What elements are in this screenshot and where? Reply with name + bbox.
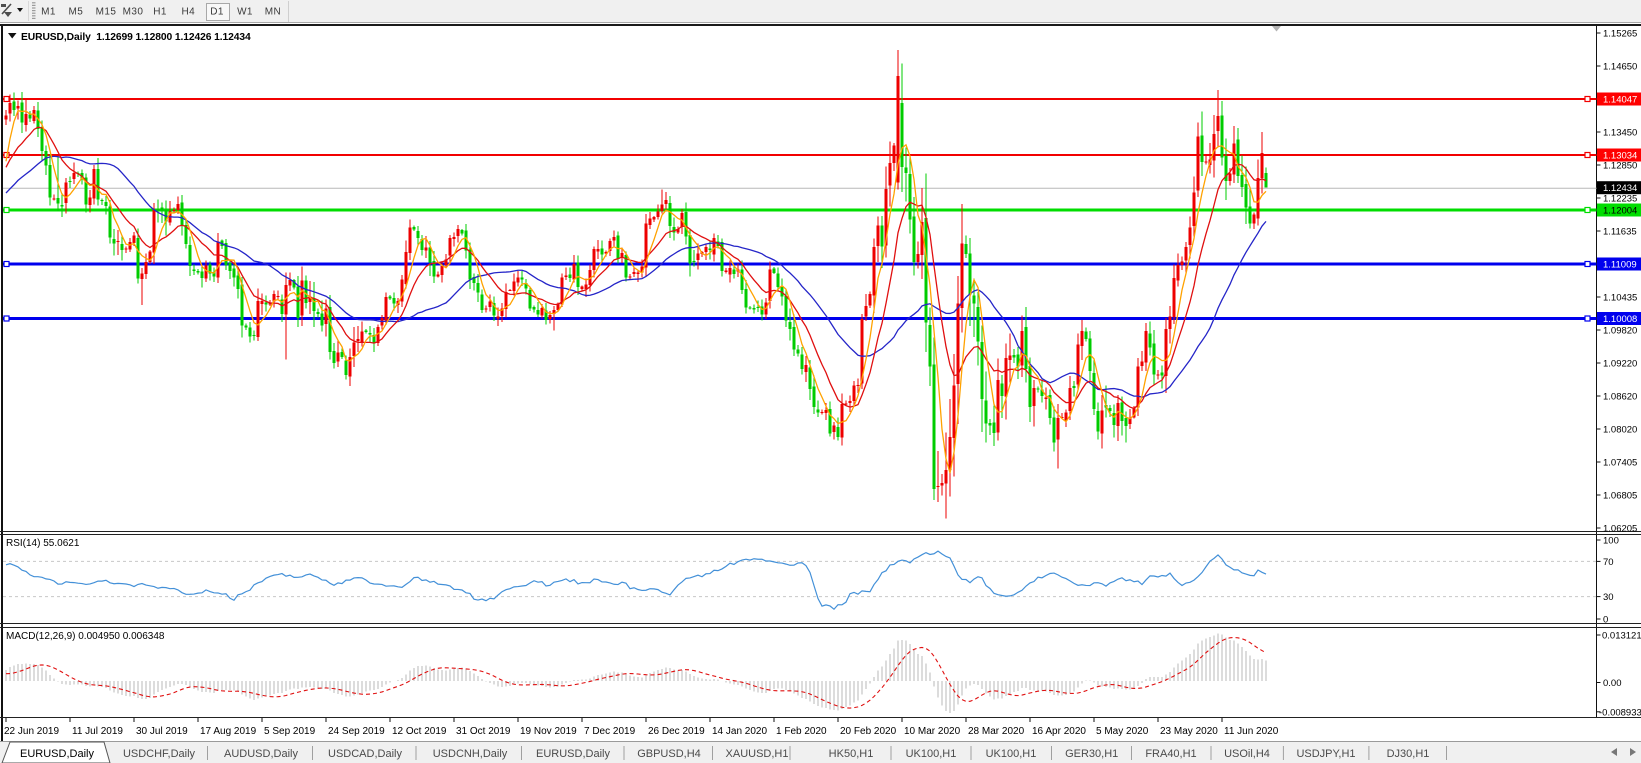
svg-text:EURUSD,Daily: EURUSD,Daily [20, 748, 94, 760]
svg-text:19 Nov 2019: 19 Nov 2019 [520, 726, 577, 737]
svg-text:0: 0 [1603, 615, 1608, 626]
svg-text:1.06205: 1.06205 [1603, 524, 1637, 535]
svg-text:16 Apr 2020: 16 Apr 2020 [1032, 726, 1086, 737]
svg-text:14 Jan 2020: 14 Jan 2020 [712, 726, 767, 737]
svg-text:24 Sep 2019: 24 Sep 2019 [328, 726, 385, 737]
svg-text:1.12235: 1.12235 [1603, 194, 1637, 205]
svg-text:0.013121: 0.013121 [1602, 631, 1641, 642]
svg-text:30: 30 [1603, 592, 1614, 603]
svg-text:USOil,H4: USOil,H4 [1224, 748, 1270, 760]
svg-text:31 Oct 2019: 31 Oct 2019 [456, 726, 511, 737]
svg-text:22 Jun 2019: 22 Jun 2019 [4, 726, 59, 737]
svg-text:MACD(12,26,9) 0.004950 0.00634: MACD(12,26,9) 0.004950 0.006348 [6, 631, 165, 642]
svg-text:USDCNH,Daily: USDCNH,Daily [433, 748, 508, 760]
svg-text:1.07405: 1.07405 [1603, 458, 1637, 469]
svg-text:11 Jul 2019: 11 Jul 2019 [72, 726, 123, 737]
svg-text:UK100,H1: UK100,H1 [986, 748, 1037, 760]
svg-text:1.15265: 1.15265 [1603, 29, 1637, 40]
svg-text:1.09820: 1.09820 [1603, 326, 1637, 337]
svg-text:100: 100 [1603, 536, 1619, 547]
svg-text:USDJPY,H1: USDJPY,H1 [1296, 748, 1355, 760]
svg-text:1.08620: 1.08620 [1603, 392, 1637, 403]
svg-text:20 Feb 2020: 20 Feb 2020 [840, 726, 897, 737]
svg-text:D1: D1 [210, 7, 224, 18]
svg-text:1.13450: 1.13450 [1603, 128, 1637, 139]
svg-text:EURUSD,Daily 1.12699 1.12800: EURUSD,Daily 1.12699 1.12800 1.12426 1.1… [21, 32, 251, 43]
svg-text:AUDUSD,Daily: AUDUSD,Daily [224, 748, 298, 760]
svg-text:1.12850: 1.12850 [1603, 161, 1637, 172]
svg-text:28 Mar 2020: 28 Mar 2020 [968, 726, 1025, 737]
svg-text:17 Aug 2019: 17 Aug 2019 [200, 726, 257, 737]
svg-text:-0.008933: -0.008933 [1599, 707, 1641, 718]
svg-text:USDCHF,Daily: USDCHF,Daily [123, 748, 196, 760]
svg-text:GER30,H1: GER30,H1 [1065, 748, 1118, 760]
svg-text:23 May 2020: 23 May 2020 [1160, 726, 1218, 737]
svg-text:12 Oct 2019: 12 Oct 2019 [392, 726, 447, 737]
svg-text:M30: M30 [123, 7, 144, 18]
svg-text:5 Sep 2019: 5 Sep 2019 [264, 726, 316, 737]
svg-text:M5: M5 [69, 7, 84, 18]
svg-text:1.14650: 1.14650 [1603, 62, 1637, 73]
svg-text:1.10435: 1.10435 [1603, 293, 1637, 304]
svg-text:1 Feb 2020: 1 Feb 2020 [776, 726, 827, 737]
svg-text:1.06805: 1.06805 [1603, 491, 1637, 502]
svg-text:1.08020: 1.08020 [1603, 425, 1637, 436]
svg-text:GBPUSD,H4: GBPUSD,H4 [637, 748, 701, 760]
svg-text:5 May 2020: 5 May 2020 [1096, 726, 1149, 737]
svg-text:RSI(14) 55.0621: RSI(14) 55.0621 [6, 538, 80, 549]
svg-text:XAUUSD,H1: XAUUSD,H1 [726, 748, 789, 760]
svg-text:1.11009: 1.11009 [1603, 260, 1637, 271]
svg-text:H1: H1 [153, 7, 167, 18]
svg-text:1.10008: 1.10008 [1603, 314, 1637, 325]
svg-text:USDCAD,Daily: USDCAD,Daily [328, 748, 402, 760]
svg-text:1.09220: 1.09220 [1603, 359, 1637, 370]
svg-text:MN: MN [265, 7, 281, 18]
svg-text:1.11635: 1.11635 [1603, 227, 1637, 238]
svg-text:0.00: 0.00 [1603, 678, 1622, 689]
svg-text:10 Mar 2020: 10 Mar 2020 [904, 726, 961, 737]
svg-text:1.12434: 1.12434 [1603, 183, 1637, 194]
svg-text:M1: M1 [41, 7, 56, 18]
svg-text:30 Jul 2019: 30 Jul 2019 [136, 726, 188, 737]
svg-text:7 Dec 2019: 7 Dec 2019 [584, 726, 636, 737]
svg-text:1.12004: 1.12004 [1603, 206, 1637, 217]
svg-text:1.14047: 1.14047 [1603, 95, 1637, 106]
svg-text:FRA40,H1: FRA40,H1 [1145, 748, 1196, 760]
svg-text:H4: H4 [182, 7, 196, 18]
svg-text:1.13034: 1.13034 [1603, 151, 1637, 162]
svg-text:26 Dec 2019: 26 Dec 2019 [648, 726, 705, 737]
svg-text:W1: W1 [237, 7, 253, 18]
svg-text:EURUSD,Daily: EURUSD,Daily [536, 748, 610, 760]
svg-text:HK50,H1: HK50,H1 [829, 748, 874, 760]
svg-text:70: 70 [1603, 557, 1614, 568]
svg-text:M15: M15 [96, 7, 117, 18]
svg-text:11 Jun 2020: 11 Jun 2020 [1224, 726, 1279, 737]
svg-text:DJ30,H1: DJ30,H1 [1387, 748, 1430, 760]
svg-text:UK100,H1: UK100,H1 [906, 748, 957, 760]
